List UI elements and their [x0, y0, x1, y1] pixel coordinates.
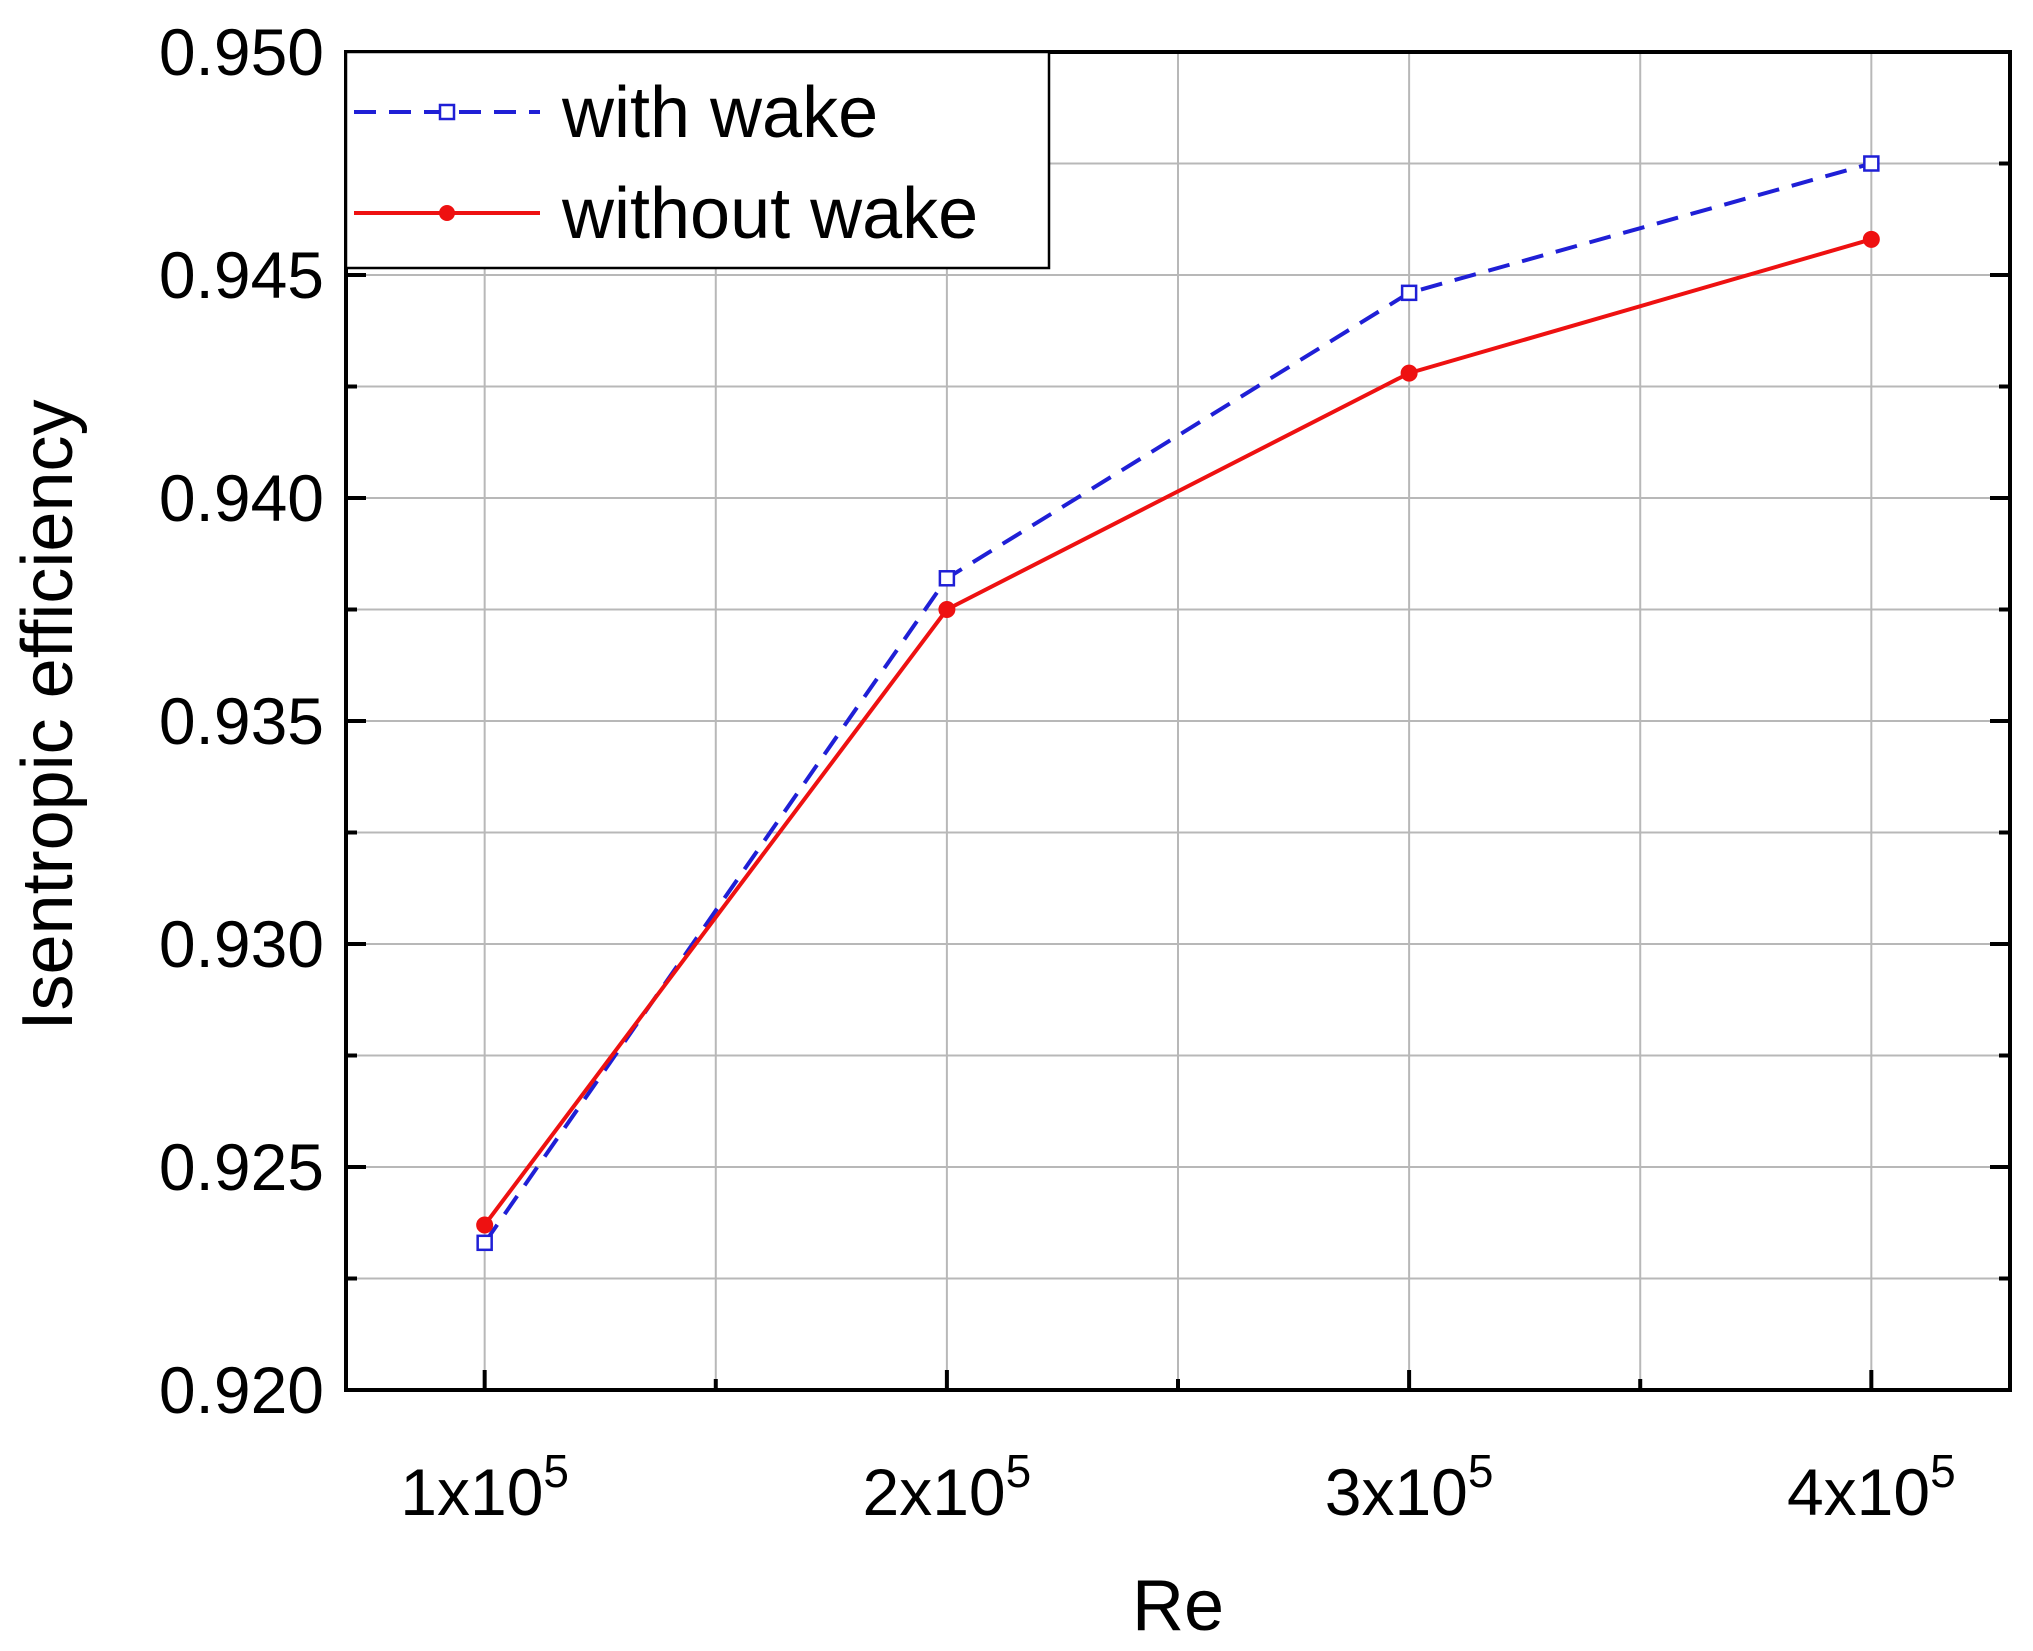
- y-tick-label: 0.925: [159, 1130, 324, 1204]
- y-axis-title: Isentropic efficiency: [8, 400, 88, 1031]
- legend-marker-with-wake: [438, 103, 456, 121]
- data-point-with-wake: [1863, 155, 1880, 172]
- x-tick-label-exponent: 5: [1006, 1445, 1032, 1497]
- y-tick-label: 0.950: [159, 15, 324, 89]
- data-point-without-wake: [476, 1216, 494, 1234]
- data-point-with-wake: [938, 570, 956, 587]
- x-tick-label: 1x105: [400, 1445, 569, 1529]
- legend: with wake without wake: [344, 50, 1051, 270]
- y-tick-label: 0.930: [159, 907, 324, 981]
- x-tick-label-exponent: 5: [1468, 1445, 1494, 1497]
- axis-ticks: 0.9200.9250.9300.9350.9400.9450.9501x105…: [159, 15, 2010, 1529]
- data-point-without-wake: [1400, 364, 1418, 382]
- data-point-with-wake: [1400, 284, 1418, 302]
- x-tick-label: 4x105: [1787, 1445, 1956, 1529]
- legend-label-with-wake: with wake: [561, 73, 878, 153]
- data-point-without-wake: [1862, 230, 1880, 248]
- x-tick-label-base: 2x10: [863, 1455, 1006, 1529]
- y-tick-label: 0.935: [159, 684, 324, 758]
- series-line-without-wake: [483, 237, 1872, 1227]
- x-tick-label: 2x105: [863, 1445, 1032, 1529]
- y-tick-label: 0.940: [159, 461, 324, 535]
- data-series: [476, 155, 1880, 1252]
- x-tick-label-base: 1x10: [400, 1455, 543, 1529]
- legend-marker-without-wake: [439, 205, 455, 221]
- legend-label-without-wake: without wake: [561, 174, 978, 254]
- x-axis-title: Re: [1132, 1566, 1224, 1646]
- x-tick-label-exponent: 5: [543, 1445, 569, 1497]
- x-tick-label-base: 4x10: [1787, 1455, 1930, 1529]
- grid-lines: [346, 52, 2010, 1390]
- x-tick-label: 3x105: [1325, 1445, 1494, 1529]
- series-line-with-wake: [483, 161, 1872, 1244]
- data-point-with-wake: [476, 1234, 493, 1252]
- legend-box: [344, 50, 1051, 270]
- x-tick-label-base: 3x10: [1325, 1455, 1468, 1529]
- y-tick-label: 0.920: [159, 1353, 324, 1427]
- x-tick-label-exponent: 5: [1930, 1445, 1956, 1497]
- y-tick-label: 0.945: [159, 238, 324, 312]
- data-point-without-wake: [938, 601, 956, 618]
